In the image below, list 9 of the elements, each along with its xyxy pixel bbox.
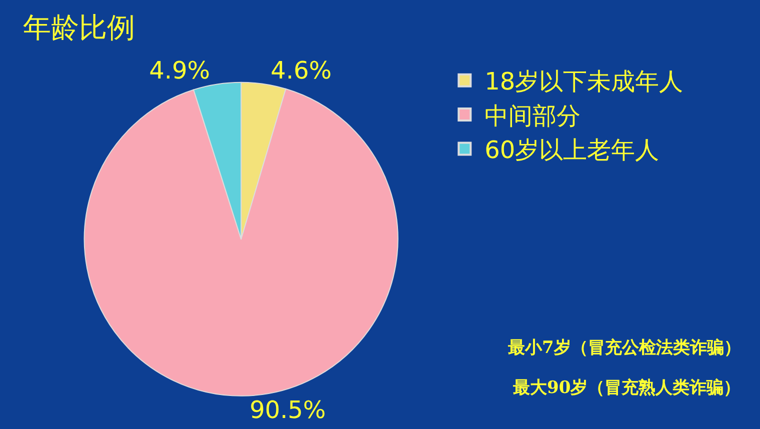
data-label: 4.6%	[270, 56, 332, 84]
data-label: 90.5%	[250, 396, 326, 424]
text: 最小7岁（冒充公检法类诈骗）	[507, 338, 741, 358]
legend-label: 18岁以下未成年人	[484, 68, 684, 96]
chart-title: 年龄比例	[22, 10, 135, 44]
data-label: 4.9%	[149, 56, 210, 85]
legend-label: 中间部分	[484, 102, 581, 130]
legend-label: 60岁以上老年人	[484, 136, 660, 164]
text: 最大90岁（冒充熟人类诈骗）	[512, 378, 741, 398]
